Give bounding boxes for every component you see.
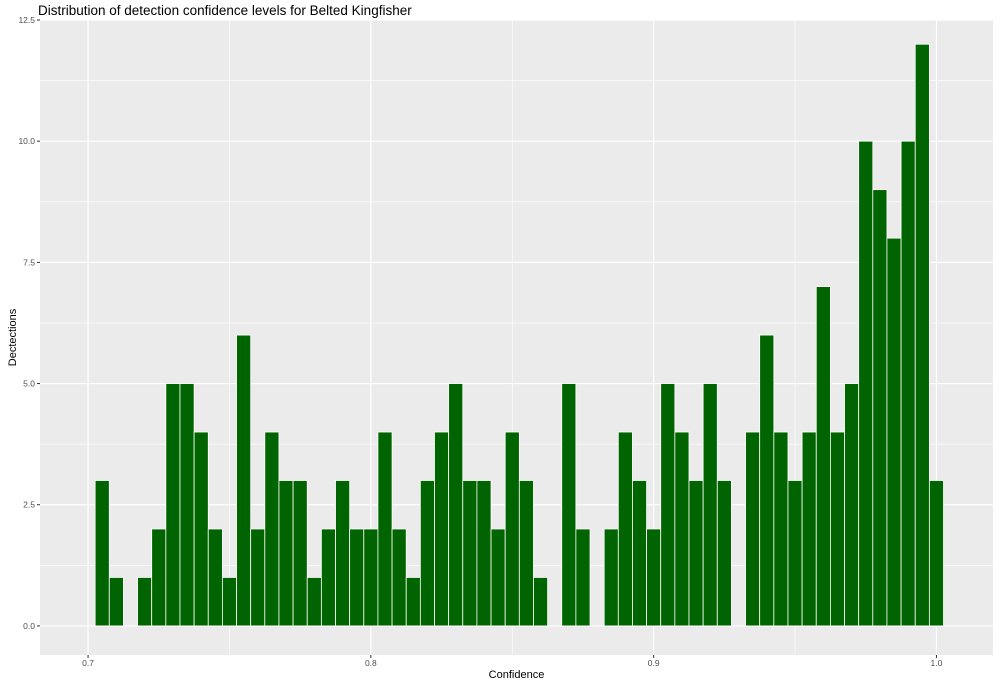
histogram-bar (632, 480, 647, 627)
histogram-bar (419, 480, 435, 627)
histogram-bar (801, 431, 817, 627)
y-tick-label: 10.0 (18, 136, 35, 146)
histogram-bar (533, 577, 549, 627)
histogram-bars (94, 43, 944, 627)
y-tick-label: 7.5 (23, 257, 35, 267)
histogram-bar (250, 528, 266, 627)
histogram-bar (688, 480, 704, 627)
histogram-bar (815, 286, 831, 627)
x-tick-label: 0.9 (648, 658, 660, 668)
histogram-bar (575, 528, 591, 627)
histogram-bar (759, 334, 775, 627)
chart-title: Distribution of detection confidence lev… (38, 3, 412, 18)
histogram-bar (504, 431, 520, 627)
histogram-bar (787, 480, 803, 627)
histogram-bar (844, 383, 860, 627)
histogram-bar (646, 528, 662, 627)
histogram-bar (165, 383, 181, 627)
histogram-bar (137, 577, 153, 627)
histogram-bar (193, 431, 209, 627)
histogram-bar (773, 431, 789, 627)
histogram-bar (900, 140, 916, 627)
histogram-bar (745, 431, 761, 627)
histogram-bar (716, 480, 732, 627)
y-axis: 0.0 2.5 5.0 7.5 10.0 12.5 (18, 15, 40, 631)
histogram-bar (490, 528, 506, 627)
histogram-bar (603, 528, 619, 627)
histogram-bar (151, 528, 167, 627)
histogram-bar (462, 480, 478, 627)
histogram-bar (561, 383, 577, 627)
histogram-bar (886, 237, 902, 627)
histogram-bar (179, 383, 195, 627)
histogram-bar (914, 43, 930, 627)
histogram-bar (306, 577, 322, 627)
histogram-bar (236, 334, 252, 627)
y-axis-title: Dectections (7, 308, 19, 366)
histogram-bar (518, 480, 534, 627)
x-tick-label: 0.8 (365, 658, 377, 668)
x-tick-label: 0.7 (82, 658, 94, 668)
histogram-bar (660, 383, 676, 627)
histogram-bar (207, 528, 223, 627)
x-axis-title: Confidence (489, 669, 545, 681)
histogram-bar (829, 431, 845, 627)
histogram-bar (377, 431, 393, 627)
histogram-bar (108, 577, 124, 627)
histogram-bar (858, 140, 874, 627)
histogram-bar (674, 431, 690, 627)
histogram-bar (448, 383, 464, 627)
histogram-bar (320, 528, 336, 627)
y-tick-label: 0.0 (23, 621, 35, 631)
histogram-bar (264, 431, 280, 627)
histogram-bar (292, 480, 308, 627)
y-tick-label: 12.5 (18, 15, 35, 25)
x-axis: 0.7 0.8 0.9 1.0 (82, 655, 943, 668)
histogram-bar (278, 480, 294, 627)
histogram-bar (221, 577, 237, 627)
histogram-bar (94, 480, 110, 627)
y-tick-label: 5.0 (23, 379, 35, 389)
histogram-bar (335, 480, 351, 627)
histogram-bar (363, 528, 379, 627)
histogram-bar (702, 383, 718, 627)
histogram-bar (405, 577, 421, 627)
x-tick-label: 1.0 (931, 658, 943, 668)
histogram-bar (349, 528, 365, 627)
histogram-bar (872, 189, 888, 627)
histogram-bar (928, 480, 944, 627)
histogram-bar (434, 431, 450, 627)
y-tick-label: 2.5 (23, 500, 35, 510)
histogram-bar (476, 480, 492, 627)
histogram-bar (391, 528, 407, 627)
histogram-bar (617, 431, 633, 627)
